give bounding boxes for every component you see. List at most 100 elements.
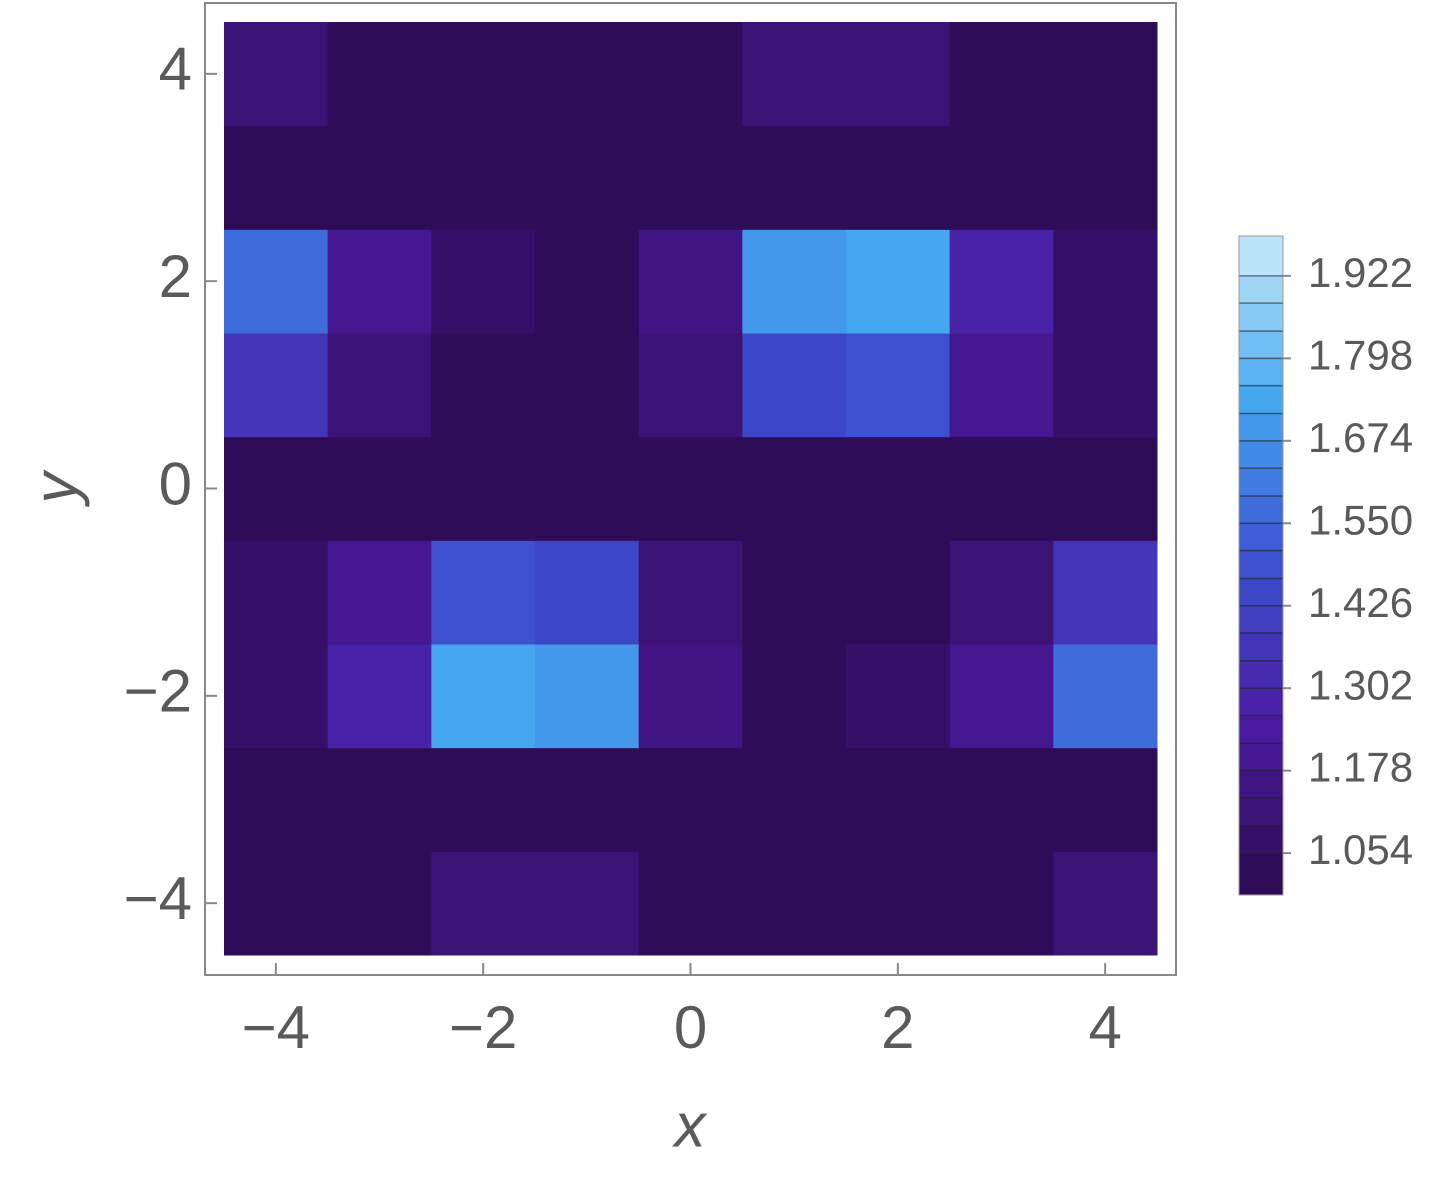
colorbar-band (1239, 797, 1283, 827)
colorbar-tick-label: 1.426 (1308, 579, 1413, 626)
colorbar-band (1239, 605, 1283, 634)
colorbar-tick-label: 1.178 (1308, 744, 1413, 791)
contour-cell (327, 22, 432, 127)
contour-cell (327, 125, 432, 230)
contour-cell (431, 851, 536, 956)
contour-cell (742, 540, 847, 645)
contour-cell (846, 747, 951, 852)
contour-cell (846, 125, 951, 230)
colorbar-tick-label: 1.922 (1308, 249, 1413, 296)
colorbar-band (1239, 385, 1283, 415)
contour-cell (638, 229, 743, 334)
x-tick-label: 4 (1088, 994, 1121, 1061)
colorbar-band (1239, 688, 1283, 716)
colorbar-band (1239, 660, 1283, 689)
colorbar-tick-label: 1.054 (1308, 826, 1413, 873)
colorbar-band (1239, 770, 1283, 799)
contour-cell (224, 747, 329, 852)
contour-cell (846, 540, 951, 645)
colorbar-band (1239, 358, 1283, 387)
contour-cell (224, 851, 329, 956)
colorbar-band (1239, 236, 1283, 277)
contour-cell (431, 22, 536, 127)
contour-cell (846, 851, 951, 956)
contour-cell (535, 644, 640, 749)
contour-cell (431, 644, 536, 749)
contour-cell (1053, 333, 1158, 438)
colorbar-tick-label: 1.674 (1308, 414, 1413, 461)
contour-cell (846, 436, 951, 541)
colorbar-band (1239, 632, 1283, 662)
contour-cell (224, 644, 329, 749)
y-tick-label: 2 (159, 243, 192, 310)
colorbar-band (1239, 743, 1283, 772)
contour-cell (742, 333, 847, 438)
x-tick-label: −2 (449, 994, 517, 1061)
contour-cell (742, 436, 847, 541)
contour-cell (535, 540, 640, 645)
colorbar-band (1239, 523, 1283, 552)
contour-cell (327, 747, 432, 852)
contour-cell (224, 229, 329, 334)
x-tick-label: −4 (242, 994, 310, 1061)
contour-area (224, 22, 1158, 956)
contour-cell (431, 125, 536, 230)
contour-cell (638, 851, 743, 956)
contour-cell (742, 229, 847, 334)
contour-cell (949, 333, 1054, 438)
y-tick-label: 0 (159, 450, 192, 517)
contour-cell (846, 644, 951, 749)
y-tick-label: 4 (159, 36, 192, 103)
contour-cell (638, 540, 743, 645)
contour-cell (846, 229, 951, 334)
colorbar-band (1239, 550, 1283, 579)
contour-cell (638, 22, 743, 127)
contour-cell (949, 229, 1054, 334)
contour-cell (327, 540, 432, 645)
colorbar-band (1239, 468, 1283, 497)
colorbar-band (1239, 303, 1283, 332)
colorbar-band (1239, 578, 1283, 607)
contour-cell (742, 644, 847, 749)
colorbar-band (1239, 331, 1283, 359)
contour-cell (1053, 22, 1158, 127)
x-tick-label: 0 (674, 994, 707, 1061)
contour-cell (638, 747, 743, 852)
colorbar-frame (1238, 235, 1284, 896)
x-axis-label: x (672, 1091, 708, 1160)
contour-cell (949, 125, 1054, 230)
contour-cell (535, 333, 640, 438)
y-tick-label: −2 (124, 658, 192, 725)
contour-cell (949, 747, 1054, 852)
contour-cell (327, 333, 432, 438)
contour-cell (742, 22, 847, 127)
contour-cell (949, 644, 1054, 749)
colorbar-band (1239, 275, 1283, 304)
contour-cell (1053, 229, 1158, 334)
colorbar-band (1239, 853, 1283, 896)
contour-cell (638, 333, 743, 438)
contour-cell (1053, 644, 1158, 749)
colorbar-tick-label: 1.302 (1308, 661, 1413, 708)
contour-cell (535, 747, 640, 852)
contour-cell (1053, 540, 1158, 645)
contour-cell (1053, 851, 1158, 956)
contour-cell (846, 22, 951, 127)
contour-cell (1053, 125, 1158, 230)
axes: −4 −2 0 2 4 −4 −2 0 2 4 1.054 1.178 1.302 1.426 1.550 1… (124, 36, 1414, 1061)
contour-cell (327, 229, 432, 334)
contour-cell (224, 540, 329, 645)
x-tick-label: 2 (881, 994, 914, 1061)
contour-cell (742, 747, 847, 852)
contour-cell (638, 644, 743, 749)
colorbar-band (1239, 825, 1283, 854)
colorbar-band (1239, 496, 1283, 524)
contour-cell (1053, 436, 1158, 541)
contour-cell (535, 22, 640, 127)
contour-cell (431, 333, 536, 438)
contour-cell (638, 125, 743, 230)
contour-cell (949, 22, 1054, 127)
colorbar-band (1239, 440, 1283, 469)
contour-cell (431, 540, 536, 645)
contour-cell (535, 436, 640, 541)
